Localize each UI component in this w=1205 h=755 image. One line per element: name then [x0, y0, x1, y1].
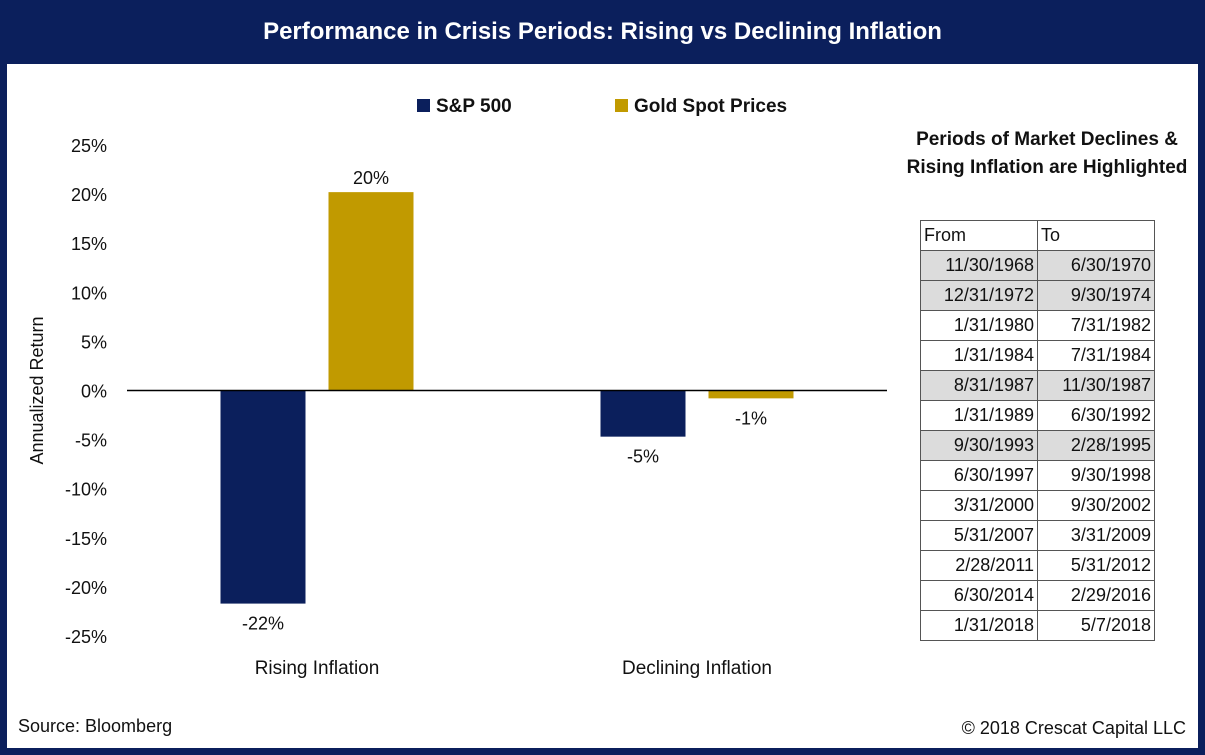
to-date: 2/28/1995	[1037, 430, 1155, 461]
data-label: -5%	[627, 447, 659, 467]
legend-label: Gold Spot Prices	[634, 96, 787, 117]
data-label: -22%	[242, 614, 284, 634]
chart-title: Performance in Crisis Periods: Rising vs…	[263, 18, 942, 45]
from-date: 5/31/2007	[920, 520, 1038, 551]
y-tick-label: 5%	[81, 332, 107, 352]
table-row: 12/31/1972 9/30/1974	[920, 280, 1155, 311]
from-date: 1/31/2018	[920, 610, 1038, 641]
to-date: 9/30/1998	[1037, 460, 1155, 491]
x-category-label: Rising Inflation	[255, 658, 380, 679]
from-date: 3/31/2000	[920, 490, 1038, 521]
table-row: 2/28/2011 5/31/2012	[920, 550, 1155, 581]
bar-gold	[708, 390, 794, 399]
y-tick-label: 15%	[71, 234, 107, 254]
source-note: Source: Bloomberg	[18, 716, 173, 736]
table-row: 6/30/1997 9/30/1998	[920, 460, 1155, 491]
to-date: 6/30/1992	[1037, 400, 1155, 431]
periods-table: From To 11/30/1968 6/30/1970 12/31/1972 9/3…	[920, 220, 1155, 641]
data-label: 20%	[353, 168, 389, 188]
table-row: 9/30/1993 2/28/1995	[920, 430, 1155, 461]
table-row: 1/31/1980 7/31/1982	[920, 310, 1155, 341]
bar-sp500	[220, 390, 306, 604]
table-row: 1/31/2018 5/7/2018	[920, 610, 1155, 641]
from-date: 12/31/1972	[920, 280, 1038, 311]
data-label: -1%	[735, 408, 767, 428]
bar-gold	[328, 192, 414, 391]
table-row: 8/31/1987 11/30/1987	[920, 370, 1155, 401]
chart-panel: 25% 20% 15% 10% 5% 0% -5% -10% -15% -20% -25% Annua…	[7, 64, 1198, 748]
from-date: 1/31/1980	[920, 310, 1038, 341]
periods-table-header: From To	[920, 220, 1155, 251]
copyright-note: © 2018 Crescat Capital LLC	[961, 718, 1186, 738]
table-row: 6/30/2014 2/29/2016	[920, 580, 1155, 611]
y-tick-label: 20%	[71, 185, 107, 205]
to-date: 5/7/2018	[1037, 610, 1155, 641]
from-date: 1/31/1984	[920, 340, 1038, 371]
to-date: 6/30/1970	[1037, 250, 1155, 281]
from-date: 11/30/1968	[920, 250, 1038, 281]
from-date: 1/31/1989	[920, 400, 1038, 431]
bar-chart: 25% 20% 15% 10% 5% 0% -5% -10% -15% -20% -25% Annua…	[27, 96, 887, 679]
to-date: 9/30/1974	[1037, 280, 1155, 311]
header-from: From	[920, 220, 1038, 251]
y-axis-label: Annualized Return	[27, 316, 47, 464]
y-tick-label: -15%	[65, 529, 107, 549]
y-tick-label: -20%	[65, 578, 107, 598]
periods-table-title: Periods of Market Declines & Rising Infl…	[906, 129, 1188, 178]
table-row: 11/30/1968 6/30/1970	[920, 250, 1155, 281]
to-date: 9/30/2002	[1037, 490, 1155, 521]
y-tick-label: -25%	[65, 627, 107, 647]
table-row: 1/31/1984 7/31/1984	[920, 340, 1155, 371]
from-date: 9/30/1993	[920, 430, 1038, 461]
from-date: 6/30/1997	[920, 460, 1038, 491]
to-date: 7/31/1982	[1037, 310, 1155, 341]
table-row: 1/31/1989 6/30/1992	[920, 400, 1155, 431]
to-date: 2/29/2016	[1037, 580, 1155, 611]
table-row: 5/31/2007 3/31/2009	[920, 520, 1155, 551]
legend-label: S&P 500	[436, 96, 512, 117]
to-date: 7/31/1984	[1037, 340, 1155, 371]
to-date: 11/30/1987	[1037, 370, 1155, 401]
y-tick-label: 0%	[81, 382, 107, 402]
from-date: 8/31/1987	[920, 370, 1038, 401]
to-date: 5/31/2012	[1037, 550, 1155, 581]
y-tick-label: -5%	[75, 431, 107, 451]
legend-swatch	[417, 99, 430, 112]
y-tick-label: 25%	[71, 136, 107, 156]
table-row: 3/31/2000 9/30/2002	[920, 490, 1155, 521]
from-date: 6/30/2014	[920, 580, 1038, 611]
y-tick-label: 10%	[71, 283, 107, 303]
legend-swatch	[615, 99, 628, 112]
x-category-label: Declining Inflation	[622, 658, 772, 679]
from-date: 2/28/2011	[920, 550, 1038, 581]
to-date: 3/31/2009	[1037, 520, 1155, 551]
y-tick-label: -10%	[65, 480, 107, 500]
header-to: To	[1037, 220, 1155, 251]
bar-sp500	[600, 390, 686, 437]
